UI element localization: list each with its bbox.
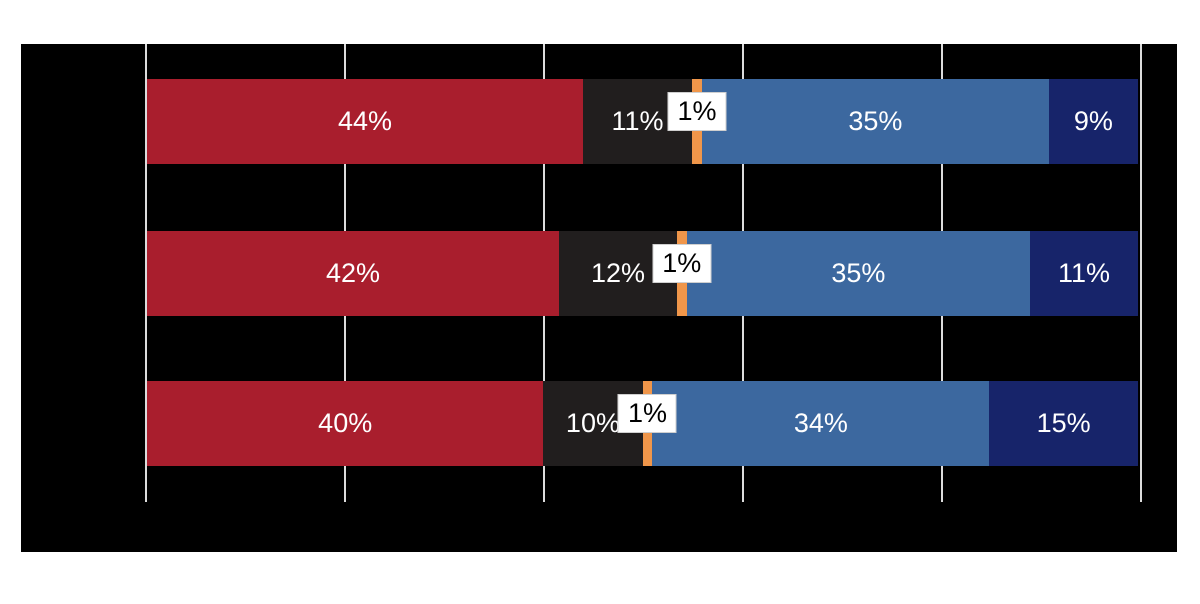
navy-segment: 11% — [1030, 231, 1139, 316]
red-segment: 44% — [147, 79, 584, 164]
segment-label: 34% — [793, 408, 848, 438]
navy-segment: 15% — [989, 381, 1138, 466]
blue-segment: 35% — [686, 231, 1031, 316]
orange-segment: 1% — [667, 79, 727, 164]
segment-label: 40% — [318, 408, 373, 438]
navy-segment: 9% — [1048, 79, 1138, 164]
gridline-0pct — [145, 44, 147, 502]
segment-label: 11% — [611, 106, 664, 136]
segment-label: 9% — [1073, 106, 1113, 136]
segment-label: 35% — [831, 258, 886, 288]
segment-label: 10% — [565, 408, 620, 438]
segment-label: 42% — [326, 258, 381, 288]
blue-segment: 35% — [701, 79, 1049, 164]
segment-label: 44% — [338, 106, 393, 136]
orange-segment: 1% — [617, 381, 677, 466]
segment-label: 35% — [848, 106, 903, 136]
orange-segment: 1% — [652, 231, 712, 316]
stacked-bar-row-1: 44% 11% 1% 35% 9% — [147, 79, 1138, 164]
red-segment: 42% — [147, 231, 560, 316]
callout-label: 1% — [617, 394, 677, 433]
segment-label: 11% — [1058, 258, 1111, 288]
segment-label: 12% — [590, 258, 645, 288]
callout-label: 1% — [667, 92, 727, 131]
red-segment: 40% — [147, 381, 544, 466]
stacked-bar-row-2: 42% 12% 1% 35% 11% — [147, 231, 1139, 316]
segment-label: 15% — [1036, 408, 1091, 438]
gridline-100pct — [1140, 44, 1142, 502]
stacked-bar-row-3: 40% 10% 1% 34% 15% — [147, 381, 1138, 466]
callout-label: 1% — [652, 244, 712, 283]
blue-segment: 34% — [652, 381, 990, 466]
plot-area: 44% 11% 1% 35% 9% 42% 12% 1% 35% 11% 40% 10% 1% 34% 15… — [21, 44, 1177, 552]
